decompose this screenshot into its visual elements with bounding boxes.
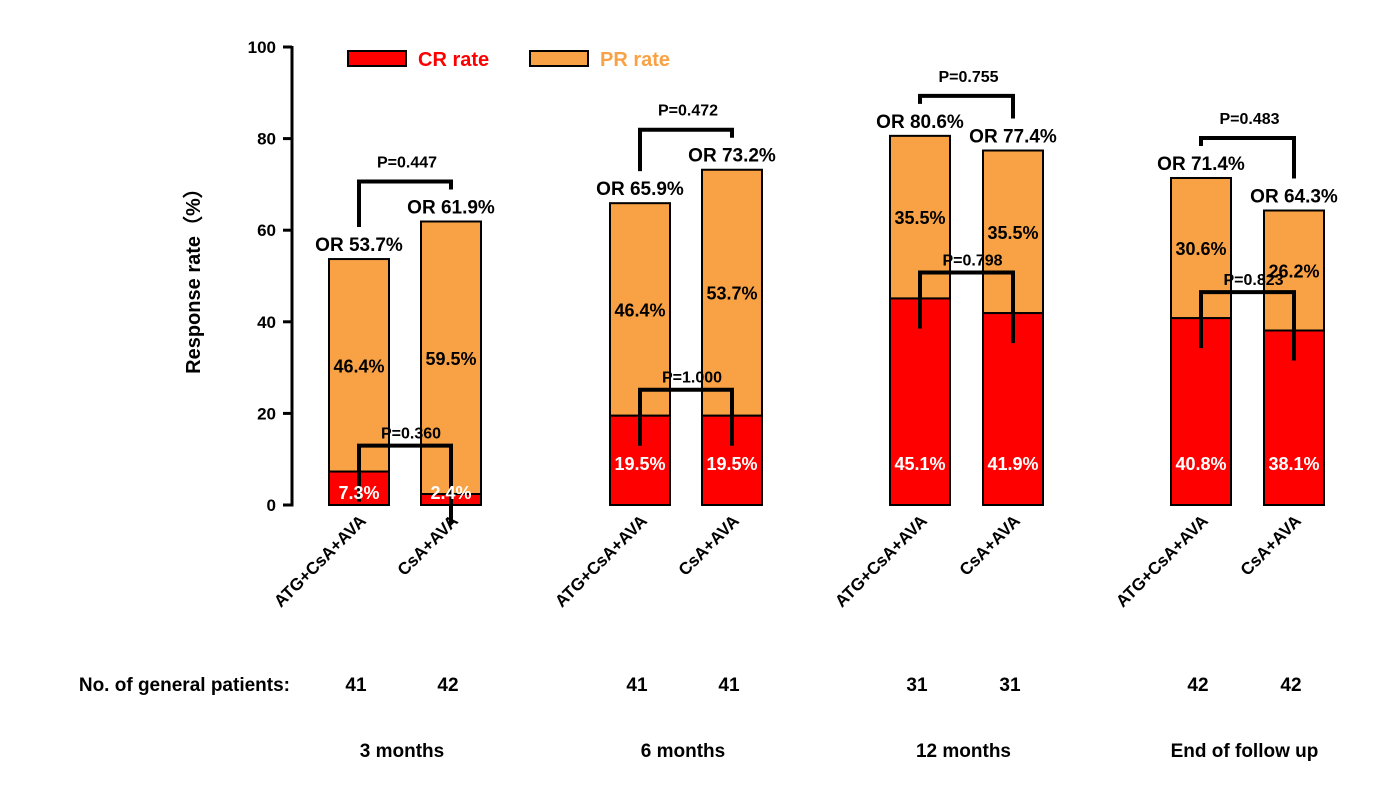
x-category-label: ATG+CsA+AVA [831, 511, 931, 611]
p-bracket-cr [357, 443, 453, 525]
or-data-label: OR 65.9% [596, 179, 684, 200]
cr-data-label: 19.5% [614, 454, 665, 474]
x-category-label: CsA+AVA [1237, 511, 1305, 579]
bar-cr-segment [889, 297, 951, 506]
x-category-label: ATG+CsA+AVA [1112, 511, 1212, 611]
bars [328, 134, 1325, 507]
p-value-or: P=0.447 [377, 154, 437, 171]
p-value-cr: P=0.360 [381, 426, 441, 443]
footer: 41 42 3 months 41 41 6 months 31 31 12 months 42 4… [79, 675, 1319, 762]
pr-data-label: 59.5% [425, 349, 476, 369]
p-value-cr: P=0.823 [1223, 272, 1283, 289]
y-axis-title: Response rate（%） [182, 178, 205, 374]
or-data-label: OR 53.7% [315, 235, 403, 256]
axes: 0 20 40 60 80 100 Response rate（%） [182, 38, 294, 515]
legend-label: CR rate [418, 49, 489, 71]
or-data-label: OR 64.3% [1250, 187, 1338, 208]
y-tick-label: 40 [257, 313, 276, 332]
y-tick-label: 0 [267, 496, 276, 515]
p-bracket-cr [1199, 290, 1296, 361]
p-value-cr: P=1.000 [662, 370, 722, 387]
bar-pr-segment [609, 202, 671, 417]
patient-count: 31 [999, 675, 1021, 696]
y-tick-label: 60 [257, 221, 276, 240]
cr-data-label: 2.4% [430, 483, 471, 503]
or-data-label: OR 71.4% [1157, 154, 1245, 175]
or-data-label: OR 77.4% [969, 127, 1057, 148]
p-bracket-cr [638, 387, 734, 446]
patient-count: 42 [1280, 675, 1301, 696]
patient-count: 41 [718, 675, 740, 696]
bar-cr-segment [982, 312, 1044, 506]
bar-cr-segment [701, 414, 763, 506]
group-label: 12 months [916, 741, 1011, 762]
x-category-label: ATG+CsA+AVA [551, 511, 651, 611]
patient-count: 41 [626, 675, 648, 696]
cr-data-label: 38.1% [1268, 454, 1319, 474]
legend-swatch [529, 50, 589, 67]
cr-data-label: 40.8% [1175, 454, 1226, 474]
cr-data-label: 41.9% [987, 454, 1038, 474]
patient-count: 41 [345, 675, 367, 696]
p-bracket-or [918, 93, 1015, 119]
patient-count: 31 [906, 675, 928, 696]
x-category-label: CsA+AVA [394, 511, 462, 579]
p-bracket-or [1199, 135, 1296, 179]
bar-pr-segment [701, 168, 763, 417]
y-tick-label: 80 [257, 130, 276, 149]
or-data-label: OR 61.9% [407, 197, 495, 218]
p-bracket-or [357, 179, 453, 228]
p-bracket-cr [918, 270, 1015, 344]
pr-data-label: 30.6% [1175, 239, 1226, 259]
p-value-cr: P=0.798 [942, 252, 1002, 269]
y-tick-label: 100 [248, 38, 276, 57]
x-category-label: CsA+AVA [956, 511, 1024, 579]
p-value-or: P=0.472 [658, 103, 718, 120]
pr-data-label: 53.7% [706, 284, 757, 304]
pr-data-label: 35.5% [894, 208, 945, 228]
legend-label: PR rate [600, 49, 670, 71]
patients-row-label: No. of general patients: [79, 675, 290, 696]
legend-swatch [347, 50, 407, 67]
group-label: 6 months [641, 741, 725, 762]
y-tick-label: 20 [257, 404, 276, 423]
patient-count: 42 [1187, 675, 1208, 696]
patient-count: 42 [437, 675, 458, 696]
group-label: 3 months [360, 741, 444, 762]
brackets: P=0.447 P=0.360 P=0.472 P=1.000 P=0.755 P=0.7… [357, 69, 1296, 525]
cr-data-label: 19.5% [706, 454, 757, 474]
p-bracket-or [638, 127, 734, 172]
x-category-label: CsA+AVA [675, 511, 743, 579]
pr-data-label: 26.2% [1268, 262, 1319, 282]
legend: CR rate PR rate [347, 49, 670, 71]
pr-data-label: 46.4% [614, 300, 665, 320]
pr-data-label: 35.5% [987, 223, 1038, 243]
or-data-label: OR 80.6% [876, 112, 964, 133]
group-label: End of follow up [1171, 741, 1319, 762]
p-value-or: P=0.483 [1219, 111, 1279, 128]
x-category-label: ATG+CsA+AVA [270, 511, 370, 611]
p-value-or: P=0.755 [938, 69, 998, 86]
cr-data-label: 7.3% [338, 483, 379, 503]
pr-data-label: 46.4% [333, 356, 384, 376]
cr-data-label: 45.1% [894, 454, 945, 474]
or-data-label: OR 73.2% [688, 146, 776, 167]
